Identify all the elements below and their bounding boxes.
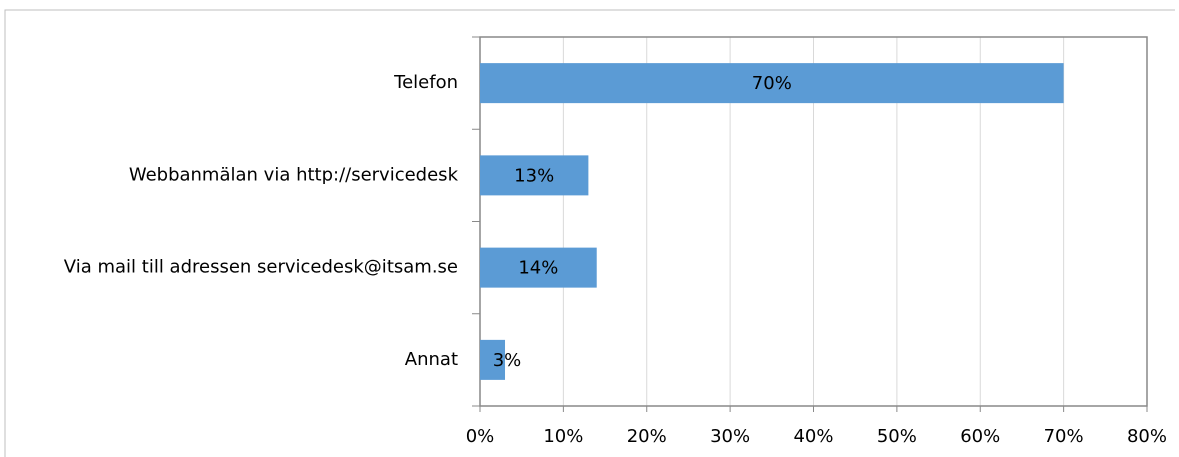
- x-tick-label: 30%: [710, 426, 750, 447]
- data-label: 3%: [493, 350, 522, 371]
- bar: [480, 339, 506, 380]
- x-tick-label: 10%: [543, 426, 583, 447]
- data-label: 70%: [752, 73, 792, 94]
- x-tick-label: 20%: [627, 426, 667, 447]
- x-tick-label: 60%: [960, 426, 1000, 447]
- data-label: 14%: [518, 258, 558, 279]
- y-tick-label: Webbanmälan via http://servicedesk: [129, 164, 459, 185]
- y-tick-label: Via mail till adressen servicedesk@itsam…: [64, 257, 458, 278]
- x-tick-label: 40%: [793, 426, 833, 447]
- x-tick-label: 70%: [1044, 426, 1084, 447]
- y-tick-label: Annat: [405, 349, 458, 370]
- x-tick-label: 80%: [1127, 426, 1167, 447]
- x-tick-label: 0%: [466, 426, 495, 447]
- x-tick-label: 50%: [877, 426, 917, 447]
- data-label: 13%: [514, 165, 554, 186]
- chart-border: [4, 9, 1175, 457]
- y-tick-label: Telefon: [393, 72, 458, 93]
- bar: [480, 247, 597, 288]
- bar: [480, 63, 1064, 104]
- bar: [480, 155, 589, 196]
